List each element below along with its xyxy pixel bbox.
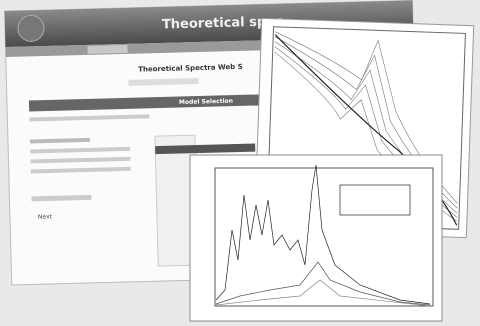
next-button[interactable]: Next [38, 213, 53, 220]
front-window [190, 155, 442, 321]
collage: Theoretical spec Theoretical Spectra Web… [0, 0, 480, 326]
page: Theoretical spec Theoretical Spectra Web… [0, 0, 480, 326]
logo [18, 15, 45, 42]
nav-tab[interactable] [87, 45, 127, 54]
legend [340, 185, 410, 215]
window-frame [190, 155, 442, 321]
section-title: Model Selection [179, 98, 233, 106]
